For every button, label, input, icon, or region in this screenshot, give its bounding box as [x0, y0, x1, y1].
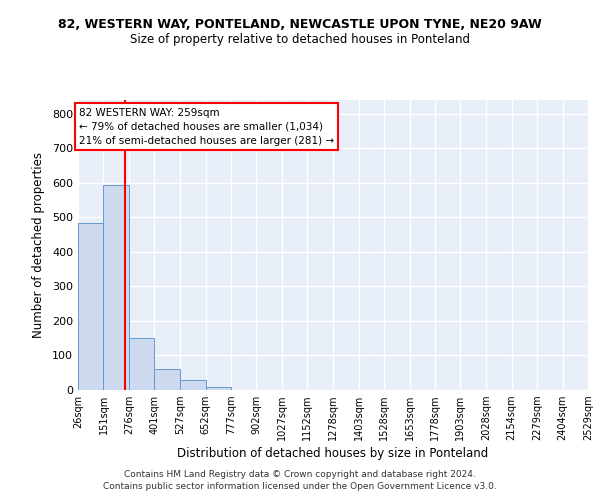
- X-axis label: Distribution of detached houses by size in Ponteland: Distribution of detached houses by size …: [178, 448, 488, 460]
- Bar: [154, 368, 180, 390]
- Bar: [129, 338, 154, 390]
- Text: Contains public sector information licensed under the Open Government Licence v3: Contains public sector information licen…: [103, 482, 497, 491]
- Text: Size of property relative to detached houses in Ponteland: Size of property relative to detached ho…: [130, 32, 470, 46]
- Bar: [78, 222, 103, 390]
- Text: 82 WESTERN WAY: 259sqm
← 79% of detached houses are smaller (1,034)
21% of semi-: 82 WESTERN WAY: 259sqm ← 79% of detached…: [79, 108, 334, 146]
- Bar: [103, 184, 129, 390]
- Bar: [206, 386, 231, 390]
- Bar: [180, 380, 206, 390]
- Text: 82, WESTERN WAY, PONTELAND, NEWCASTLE UPON TYNE, NE20 9AW: 82, WESTERN WAY, PONTELAND, NEWCASTLE UP…: [58, 18, 542, 30]
- Y-axis label: Number of detached properties: Number of detached properties: [32, 152, 45, 338]
- Text: Contains HM Land Registry data © Crown copyright and database right 2024.: Contains HM Land Registry data © Crown c…: [124, 470, 476, 479]
